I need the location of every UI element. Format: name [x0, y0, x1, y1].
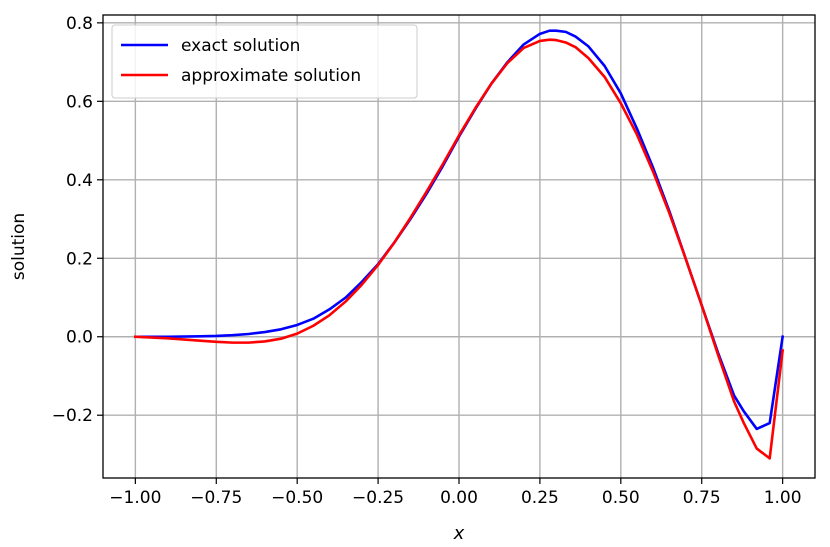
x-tick-label: −0.50	[271, 488, 323, 508]
x-axis-label: x	[453, 523, 465, 544]
x-tick-label: 0.25	[521, 488, 559, 508]
series-layer	[133, 29, 785, 460]
x-tick-label: −1.00	[109, 488, 161, 508]
series-line-approximate-solution	[133, 38, 785, 460]
x-tick-label: 0.00	[440, 488, 478, 508]
x-tick-label: 0.50	[602, 488, 640, 508]
x-axis-ticks: −1.00 −0.75 −0.50 −0.25 0.00 0.25 0.50 0.75 1.00	[109, 478, 802, 508]
y-tick-label: −0.2	[52, 406, 93, 426]
y-axis-label: solution	[9, 213, 29, 280]
y-tick-label: 0.0	[66, 328, 93, 348]
legend-label-exact-solution: exact solution	[181, 36, 300, 56]
y-tick-label: 0.2	[66, 249, 93, 269]
y-tick-label: 0.4	[66, 171, 93, 191]
legend: exact solution approximate solution	[111, 24, 418, 99]
x-tick-label: 1.00	[764, 488, 802, 508]
legend-box	[111, 24, 418, 99]
y-tick-label: 0.8	[66, 14, 93, 34]
x-tick-label: −0.25	[352, 488, 404, 508]
x-tick-label: 0.75	[683, 488, 721, 508]
y-axis-ticks: −0.2 0.0 0.2 0.4 0.6 0.8	[52, 14, 103, 426]
x-tick-label: −0.75	[190, 488, 242, 508]
legend-label-approximate-solution: approximate solution	[181, 66, 361, 86]
y-tick-label: 0.6	[66, 92, 93, 112]
